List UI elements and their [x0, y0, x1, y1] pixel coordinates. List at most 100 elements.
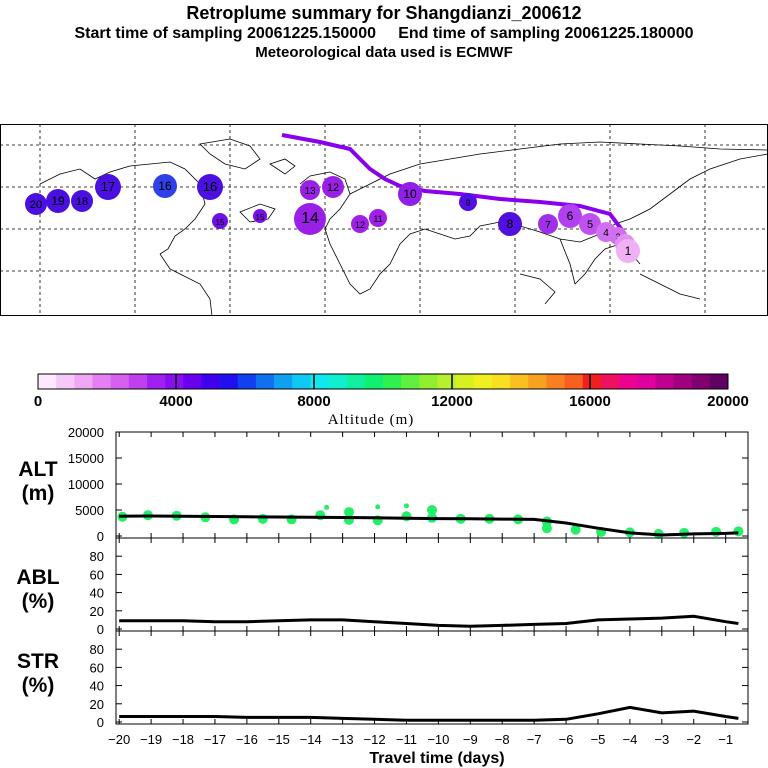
plume-cluster-label: 19: [51, 194, 65, 208]
y-tick-label: 0: [97, 715, 104, 730]
colorbar-tick-label: 20000: [707, 393, 749, 410]
plume-clusters: 2019181716161515141312121110987654321: [25, 174, 640, 263]
y-tick-label: 20: [90, 697, 104, 712]
colorbar-box: [437, 374, 456, 389]
sampling-times: Start time of sampling 20061225.150000 E…: [0, 24, 768, 44]
str-panel-frame: [115, 630, 749, 725]
colorbar-box: [419, 374, 438, 389]
plume-cluster-label: 1: [625, 244, 632, 258]
plume-cluster: 16: [197, 174, 223, 200]
plume-cluster: 13: [300, 180, 320, 200]
alt-scatter-point: [427, 505, 437, 515]
plume-cluster-marker: [538, 214, 558, 234]
colorbar-box: [528, 374, 547, 389]
plume-cluster-label: 12: [355, 220, 365, 230]
map-gridlines: [0, 124, 768, 316]
plume-cluster: 12: [351, 215, 369, 233]
colorbar-tick-labels: 0 4000 8000 12000 16000 20000: [34, 374, 749, 410]
plume-cluster-label: 9: [465, 198, 470, 208]
alt-scatter-point: [570, 524, 581, 535]
plume-cluster-label: 5: [587, 219, 593, 231]
y-tick-label: 5000: [75, 503, 104, 518]
plume-cluster-label: 6: [567, 209, 574, 223]
y-tick-label: 60: [90, 567, 104, 582]
plume-cluster-marker: [398, 182, 422, 206]
alt-scatter-point: [733, 526, 744, 537]
colorbar-box: [364, 374, 384, 389]
y-tick-label: 15000: [68, 451, 104, 466]
plume-cluster-marker: [558, 204, 582, 228]
x-tick-label: −16: [236, 732, 258, 747]
plume-cluster: 12: [322, 176, 344, 198]
plume-cluster-label: 18: [76, 196, 88, 208]
alt-scatter-point: [324, 504, 330, 510]
plume-cluster-marker: [153, 174, 177, 198]
plume-cluster: 15: [212, 213, 228, 229]
plume-cluster-marker: [300, 180, 320, 200]
plume-cluster-label: 13: [304, 186, 316, 197]
colorbar-frame: [37, 373, 729, 390]
colorbar-tick-label: 16000: [569, 393, 611, 410]
colorbar-box: [146, 374, 166, 389]
y-tick-label: 10000: [68, 477, 104, 492]
str-line: [119, 705, 739, 722]
plume-cluster: 1: [616, 239, 640, 263]
plume-cluster-marker: [616, 239, 640, 263]
colorbar-box: [274, 374, 293, 389]
alt-scatter-point: [257, 513, 268, 524]
plume-cluster-marker: [46, 189, 70, 213]
plume-cluster-marker: [71, 190, 93, 212]
colorbar-box: [237, 374, 257, 389]
colorbar-box: [219, 374, 239, 389]
alt-scatter-point: [541, 523, 552, 534]
colorbar-box: [92, 374, 111, 389]
colorbar-box: [619, 374, 638, 389]
sampling-end: End time of sampling 20061225.180000: [398, 25, 694, 42]
plume-cluster: 9: [459, 193, 477, 211]
plume-cluster-label: 4: [603, 228, 609, 239]
y-tick-label: 60: [90, 660, 104, 675]
plume-cluster: 20: [25, 193, 47, 215]
coastlines: [39, 138, 768, 316]
plume-cluster-label: 15: [256, 213, 265, 222]
plume-cluster-label: 16: [203, 179, 217, 194]
x-tick-label: −19: [140, 732, 162, 747]
alt-panel-title: ALT: [18, 458, 57, 481]
colorbar-box: [691, 374, 711, 389]
colorbar-tick-label: 12000: [431, 393, 473, 410]
y-tick-label: 40: [90, 679, 104, 694]
plume-cluster-label: 15: [216, 218, 225, 227]
retroplume-map: 2019181716161515141312121110987654321: [0, 124, 768, 316]
plume-cluster: 19: [46, 189, 70, 213]
colorbar-box: [491, 374, 511, 389]
plume-cluster-marker: [25, 193, 47, 215]
alt-scatter-point: [711, 526, 722, 537]
plume-cluster: 16: [153, 174, 177, 198]
x-tick-label: −1: [718, 732, 733, 747]
y-tick-label: 20: [90, 604, 104, 619]
plume-cluster: 18: [71, 190, 93, 212]
time-series-panels: ALT (m) 0 5000 10000 15000 20000 ABL (%) 0 20…: [16, 425, 749, 767]
abl-line: [119, 614, 739, 628]
alt-scatter-point: [403, 503, 409, 509]
plume-cluster: 17: [95, 174, 121, 200]
x-tick-label: −15: [268, 732, 290, 747]
plume-cluster-marker: [351, 215, 369, 233]
colorbar-tick-label: 8000: [297, 393, 330, 410]
plume-cluster-marker: [579, 213, 601, 235]
x-tick-label: −6: [559, 732, 574, 747]
x-tick-label: −14: [300, 732, 322, 747]
plume-cluster-marker: [294, 203, 326, 235]
x-tick-label: −13: [332, 732, 354, 747]
y-tick-label: 20000: [68, 425, 104, 440]
plume-cluster-label: 14: [301, 210, 319, 227]
str-panel-title: STR: [17, 650, 59, 673]
colorbar-box: [165, 374, 184, 389]
colorbar-box: [401, 374, 420, 389]
colorbar-box: [673, 374, 692, 389]
altitude-colorbar: 0 4000 8000 12000 16000 20000 Altitude (m): [34, 373, 749, 428]
x-tick-label: −7: [527, 732, 542, 747]
x-tick-label: −10: [427, 732, 449, 747]
colorbar-box: [328, 374, 347, 389]
y-tick-label: 40: [90, 586, 104, 601]
